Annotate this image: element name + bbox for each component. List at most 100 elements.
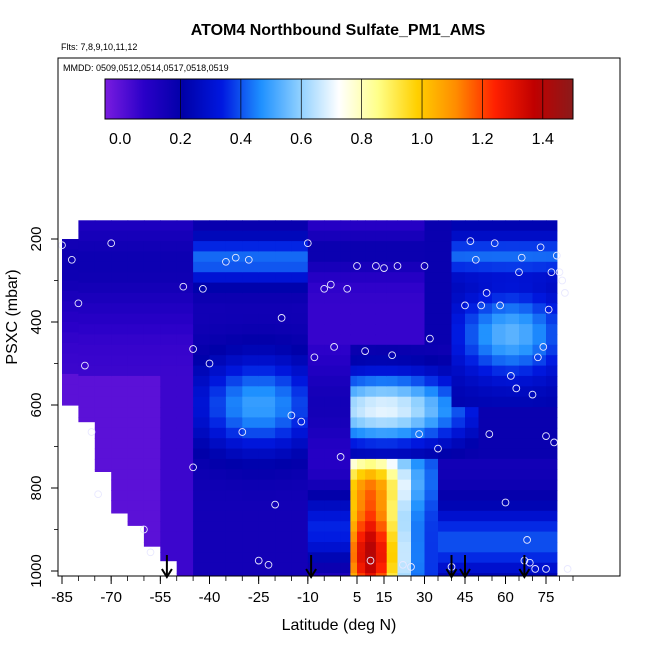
colorbar-tick-label: 1.0 (411, 131, 433, 148)
heatmap-cell (160, 251, 178, 263)
heatmap-cell (127, 282, 145, 294)
heatmap-cell (242, 479, 260, 491)
heatmap-cell (357, 365, 366, 377)
sample-markers (58, 237, 572, 573)
heatmap-cell (546, 417, 558, 429)
heatmap-cell (160, 282, 178, 294)
heatmap-cell (193, 542, 211, 553)
heatmap-cell (505, 490, 520, 502)
heatmap-cell (242, 573, 260, 576)
heatmap-cell (160, 407, 178, 419)
heatmap-cell (225, 490, 243, 502)
heatmap-cell (375, 241, 388, 253)
heatmap-cell (242, 552, 260, 564)
heatmap-cell (176, 490, 194, 502)
heatmap-cell (160, 324, 178, 336)
heatmap-cell (340, 220, 351, 232)
heatmap-cell (291, 510, 309, 522)
heatmap-cell (242, 417, 260, 429)
heatmap-cell (111, 220, 129, 232)
heatmap-cell (519, 324, 534, 336)
heatmap-cell (375, 355, 388, 367)
heatmap-cell (546, 344, 558, 356)
heatmap-cell (451, 386, 466, 398)
heatmap-cell (176, 334, 194, 346)
heatmap-cell (438, 479, 453, 491)
heatmap-cell (386, 282, 399, 294)
heatmap-cell (275, 241, 293, 253)
heatmap-cell (193, 334, 211, 346)
heatmap-cell (307, 334, 325, 346)
heatmap-cell (307, 375, 325, 387)
heatmap-cell (193, 272, 211, 284)
heatmap-cell (209, 542, 227, 553)
profile-arrow-head (305, 568, 317, 579)
heatmap-cell (424, 562, 439, 574)
heatmap-cell (176, 261, 194, 273)
heatmap-cell (209, 407, 227, 419)
heatmap-cell (291, 417, 309, 429)
heatmap-cell (465, 292, 480, 304)
heatmap-cell (505, 375, 520, 387)
heatmap-cell (546, 251, 558, 263)
heatmap-cell (340, 272, 351, 284)
heatmap-cell (193, 241, 211, 253)
heatmap-cell (386, 230, 399, 242)
heatmap-cell (546, 521, 558, 533)
heatmap-cell (275, 469, 293, 481)
heatmap-cell (397, 521, 412, 533)
heatmap-cell (143, 531, 161, 543)
heatmap-cell (94, 355, 112, 367)
heatmap-cell (519, 396, 534, 408)
heatmap-cell (465, 479, 480, 491)
heatmap-cell (127, 334, 145, 346)
sample-marker (461, 301, 469, 310)
heatmap-cell (532, 448, 547, 460)
heatmap-cell (242, 490, 260, 502)
x-axis: -85 -70 -55 -40 -25 -10 5 15 30 45 60 75 (51, 576, 574, 606)
heatmap-cell (242, 458, 260, 470)
heatmap-cell (386, 469, 399, 481)
heatmap-cell (258, 334, 276, 346)
heatmap-cell (397, 438, 412, 450)
heatmap-cell (424, 573, 439, 576)
x-tick-label: -70 (100, 589, 122, 606)
heatmap-cell (291, 324, 309, 336)
sample-marker (74, 299, 83, 308)
heatmap-cell (225, 375, 243, 387)
heatmap-cell (209, 510, 227, 522)
sample-marker (287, 411, 296, 420)
heatmap-cell (193, 427, 211, 439)
heatmap-cell (78, 282, 96, 294)
heatmap-cell (275, 427, 293, 439)
heatmap-cell (478, 448, 493, 460)
heatmap-cell (451, 344, 466, 356)
heatmap-cell (324, 241, 342, 253)
heatmap-cell (275, 324, 293, 336)
heatmap-cell (94, 261, 112, 273)
heatmap-cell (492, 272, 507, 284)
heatmap-cell (478, 303, 493, 315)
y-tick-label: 200 (28, 226, 45, 251)
heatmap-cell (111, 469, 129, 481)
heatmap-cell (291, 344, 309, 356)
heatmap-cell (478, 220, 493, 232)
heatmap-cell (411, 282, 426, 294)
heatmap-cell (307, 573, 325, 576)
heatmap-cell (386, 261, 399, 273)
heatmap-cell (307, 427, 325, 439)
heatmap-cell (160, 220, 178, 232)
heatmap-cell (478, 282, 493, 294)
heatmap-cell (324, 292, 342, 304)
heatmap-cell (438, 261, 453, 273)
y-axis-label: PSXC (mbar) (4, 269, 21, 364)
heatmap-cell (209, 562, 227, 574)
heatmap-cell (176, 324, 194, 336)
heatmap-cell (291, 375, 309, 387)
heatmap-cell (478, 469, 493, 481)
heatmap-cell (478, 251, 493, 263)
x-tick-label: -40 (199, 589, 221, 606)
heatmap-cell (375, 334, 388, 346)
heatmap-cell (397, 220, 412, 232)
heatmap-cell (357, 375, 366, 387)
